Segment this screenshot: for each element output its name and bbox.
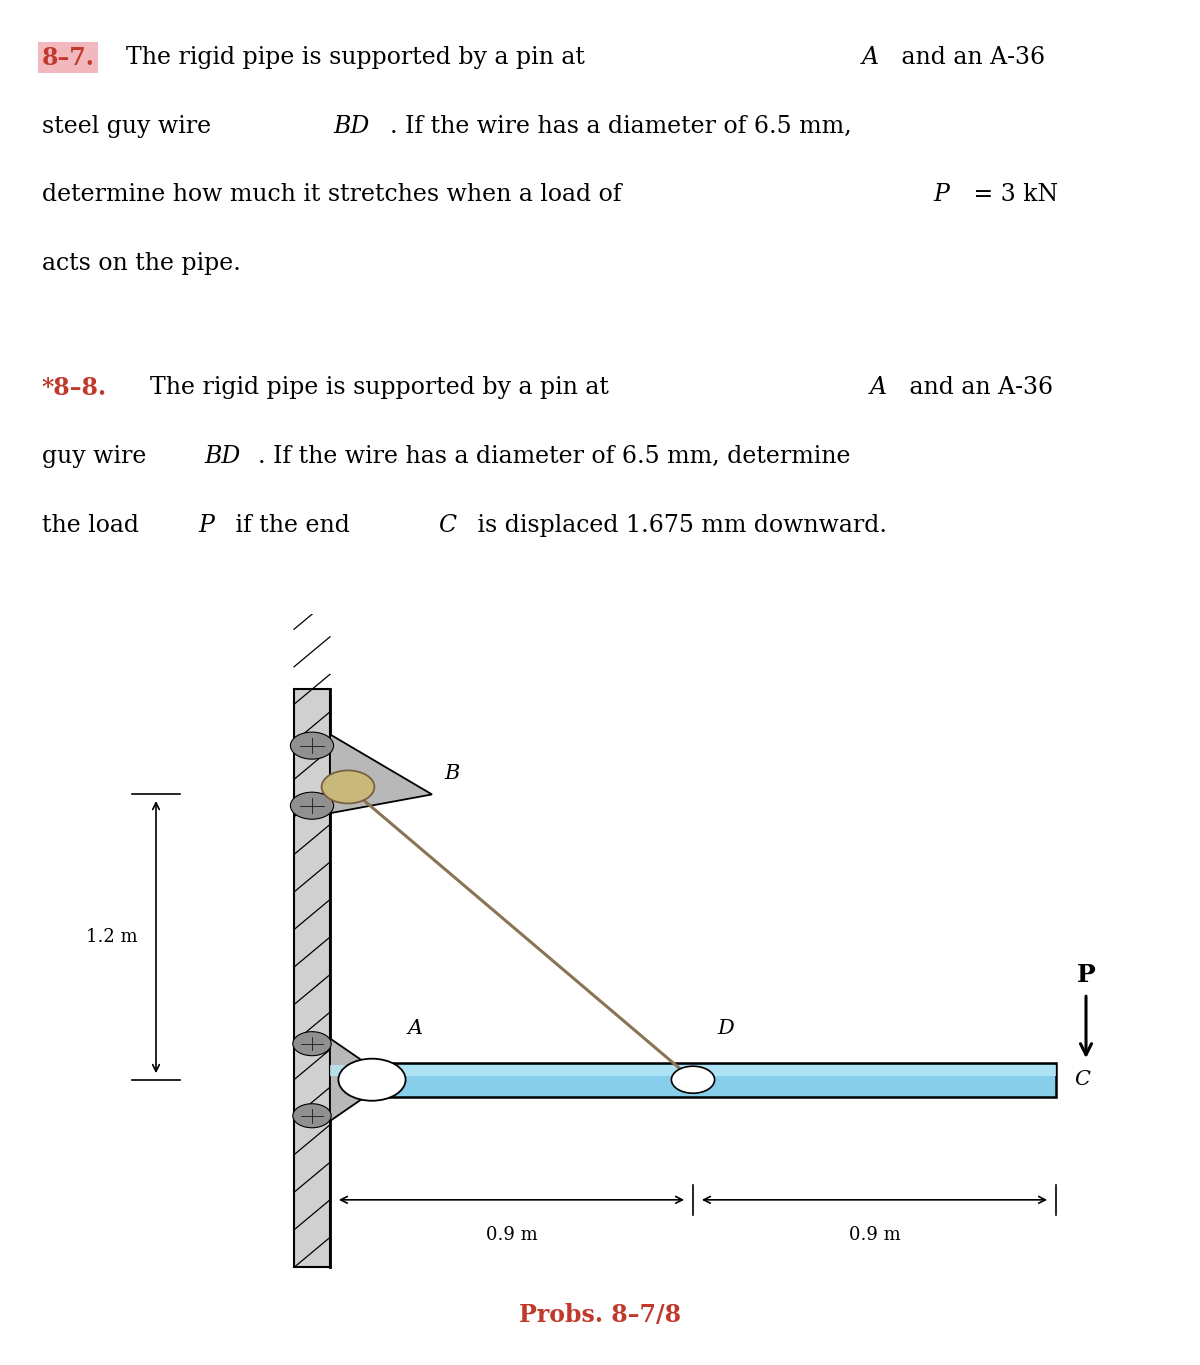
Text: A: A [862, 46, 878, 68]
Text: D: D [718, 1020, 733, 1039]
Circle shape [293, 1032, 331, 1055]
Text: BD: BD [204, 445, 240, 468]
Text: if the end: if the end [228, 513, 358, 536]
Text: B: B [444, 764, 460, 784]
Text: 0.9 m: 0.9 m [486, 1226, 538, 1244]
Text: P: P [1076, 962, 1096, 987]
Text: and an A-36: and an A-36 [894, 46, 1045, 68]
Bar [294, 689, 330, 1267]
Circle shape [672, 1066, 715, 1093]
Bar [330, 1065, 1056, 1077]
Bar [330, 1063, 1056, 1096]
Text: The rigid pipe is supported by a pin at: The rigid pipe is supported by a pin at [150, 377, 617, 399]
Text: *8–8.: *8–8. [42, 377, 107, 400]
Text: BD: BD [334, 115, 370, 138]
Text: C: C [438, 513, 456, 536]
Circle shape [338, 1059, 406, 1100]
Text: A: A [408, 1020, 424, 1039]
Circle shape [290, 732, 334, 759]
Text: The rigid pipe is supported by a pin at: The rigid pipe is supported by a pin at [126, 46, 593, 68]
Text: . If the wire has a diameter of 6.5 mm, determine: . If the wire has a diameter of 6.5 mm, … [258, 445, 851, 468]
Circle shape [322, 770, 374, 804]
Text: is displaced 1.675 mm downward.: is displaced 1.675 mm downward. [470, 513, 888, 536]
Text: = 3 kN: = 3 kN [966, 183, 1058, 206]
Text: steel guy wire: steel guy wire [42, 115, 218, 138]
Circle shape [290, 792, 334, 819]
Text: 8–7.: 8–7. [42, 46, 95, 70]
Text: A: A [870, 377, 887, 399]
Text: C: C [1074, 1070, 1090, 1089]
Text: and an A-36: and an A-36 [902, 377, 1054, 399]
Text: guy wire: guy wire [42, 445, 154, 468]
Text: acts on the pipe.: acts on the pipe. [42, 253, 241, 276]
Text: . If the wire has a diameter of 6.5 mm,: . If the wire has a diameter of 6.5 mm, [390, 115, 852, 138]
Text: 0.9 m: 0.9 m [848, 1226, 900, 1244]
Text: Probs. 8–7/8: Probs. 8–7/8 [518, 1304, 682, 1327]
Text: determine how much it stretches when a load of: determine how much it stretches when a l… [42, 183, 629, 206]
Text: P: P [198, 513, 214, 536]
Text: P: P [934, 183, 949, 206]
Text: 1.2 m: 1.2 m [86, 928, 138, 946]
Polygon shape [330, 734, 432, 814]
Circle shape [293, 1104, 331, 1127]
Polygon shape [330, 1039, 390, 1121]
Text: the load: the load [42, 513, 146, 536]
